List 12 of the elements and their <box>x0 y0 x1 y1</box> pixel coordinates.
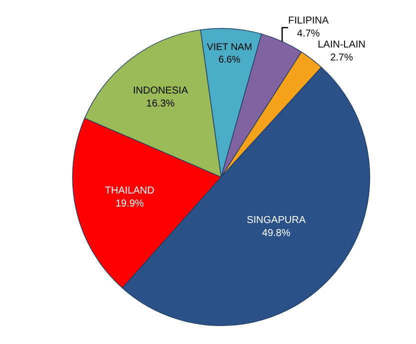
slice-label: FILIPINA <box>288 16 330 27</box>
slice-label: VIET NAM <box>206 42 252 54</box>
slice-label: LAIN-LAIN <box>318 40 366 51</box>
data-label: 2.7% <box>330 52 354 64</box>
data-label: 6.6% <box>218 54 241 66</box>
data-label: 4.7% <box>297 28 320 40</box>
slice-label: THAILAND <box>104 185 154 196</box>
data-label: 49.8% <box>262 228 290 239</box>
slice-label: INDONESIA <box>132 86 188 97</box>
slice-label: SINGAPURA <box>246 214 306 226</box>
data-label: 19.9% <box>115 198 144 210</box>
data-label: 16.3% <box>146 98 175 110</box>
